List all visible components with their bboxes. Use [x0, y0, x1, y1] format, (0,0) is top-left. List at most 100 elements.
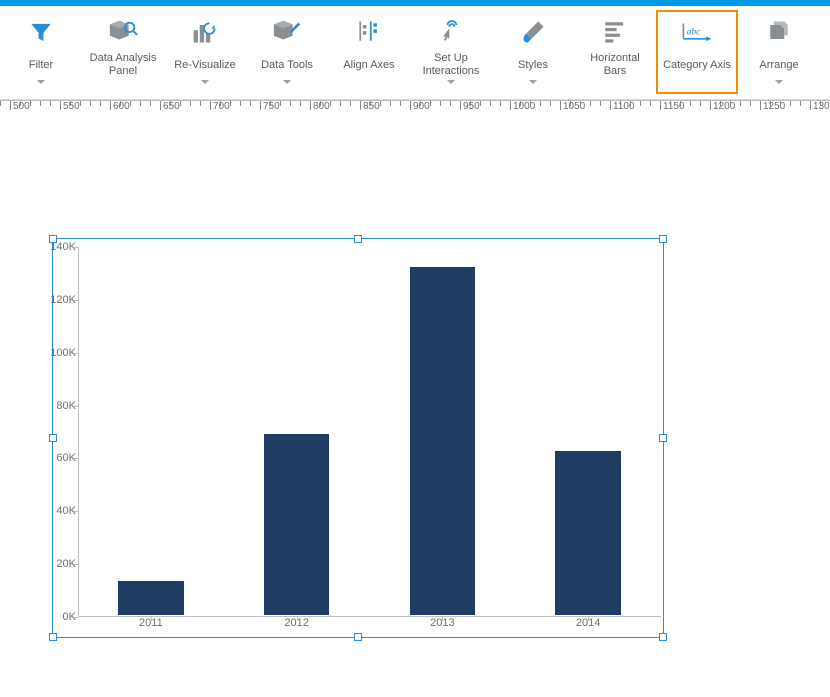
resize-handle-tm[interactable]: [354, 235, 362, 243]
ruler-minor-tick: [780, 101, 781, 106]
bars-refresh-icon: [190, 16, 220, 48]
ruler-minor-tick: [290, 101, 291, 106]
ruler-label: 750: [263, 101, 280, 112]
ruler-major-tick: [410, 101, 411, 110]
align-axes-button[interactable]: Align Axes: [328, 10, 410, 94]
ruler-label: 1100: [613, 101, 635, 112]
ruler-major-tick: [710, 101, 711, 110]
bar-2013[interactable]: [410, 267, 476, 615]
ruler-minor-tick: [600, 101, 601, 106]
y-tick-label: 80K: [56, 400, 78, 412]
ruler-label: 650: [163, 101, 180, 112]
brush-icon: [519, 16, 547, 48]
ruler-label: 800: [313, 101, 330, 112]
interactions-button[interactable]: Set Up Interactions: [410, 10, 492, 94]
ruler-minor-tick: [370, 101, 371, 106]
ruler-minor-tick: [450, 101, 451, 106]
ruler-minor-tick: [350, 101, 351, 106]
ruler-minor-tick: [420, 101, 421, 106]
ruler-minor-tick: [530, 101, 531, 106]
design-canvas[interactable]: 0K20K40K60K80K100K120K140K20112012201320…: [0, 120, 830, 680]
y-axis-line: [78, 247, 79, 617]
dropdown-arrow-icon: [447, 80, 455, 84]
resize-handle-tl[interactable]: [49, 235, 57, 243]
ruler-minor-tick: [740, 101, 741, 106]
ruler-major-tick: [610, 101, 611, 110]
cube-edit-icon: [272, 16, 302, 48]
x-tick-label: 2012: [284, 615, 308, 629]
category-axis-button[interactable]: abc Category Axis: [656, 10, 738, 94]
dropdown-arrow-icon: [201, 80, 209, 84]
resize-handle-tr[interactable]: [659, 235, 667, 243]
ruler-minor-tick: [270, 101, 271, 106]
ruler-minor-tick: [70, 101, 71, 106]
ruler-minor-tick: [540, 101, 541, 106]
y-tick-label: 20K: [56, 558, 78, 570]
resize-handle-mr[interactable]: [659, 434, 667, 442]
resize-handle-bl[interactable]: [49, 633, 57, 641]
ruler-minor-tick: [440, 101, 441, 106]
ruler-minor-tick: [590, 101, 591, 106]
ruler-major-tick: [760, 101, 761, 110]
ruler-major-tick: [210, 101, 211, 110]
ruler-minor-tick: [700, 101, 701, 106]
ruler-minor-tick: [380, 101, 381, 106]
ruler-label: 500: [13, 101, 30, 112]
resize-handle-ml[interactable]: [49, 434, 57, 442]
x-tick-label: 2014: [576, 615, 600, 629]
ruler-minor-tick: [80, 101, 81, 106]
ruler-label: 1150: [663, 101, 685, 112]
hbars-button[interactable]: Horizontal Bars: [574, 10, 656, 94]
filter-button[interactable]: Filter: [0, 10, 82, 94]
bar-2014[interactable]: [555, 451, 621, 615]
ruler-label: 1200: [713, 101, 735, 112]
bar-chart[interactable]: 0K20K40K60K80K100K120K140K20112012201320…: [53, 239, 663, 637]
data-analysis-button[interactable]: Data Analysis Panel: [82, 10, 164, 94]
category-axis-label: Category Axis: [663, 52, 731, 78]
data-tools-button[interactable]: Data Tools: [246, 10, 328, 94]
ribbon-toolbar: Filter Data Analysis Panel Re-Visualize …: [0, 6, 830, 100]
ruler-minor-tick: [220, 101, 221, 106]
filter-label: Filter: [29, 52, 53, 78]
ruler-minor-tick: [820, 101, 821, 106]
ruler-minor-tick: [340, 101, 341, 106]
ruler-minor-tick: [40, 101, 41, 106]
ruler-minor-tick: [200, 101, 201, 106]
ruler-major-tick: [660, 101, 661, 110]
resize-handle-br[interactable]: [659, 633, 667, 641]
chart-plot-area: 0K20K40K60K80K100K120K140K20112012201320…: [78, 247, 659, 615]
hbars-icon: [601, 16, 629, 48]
abc-axis-icon: abc: [680, 16, 714, 48]
y-tick-label: 40K: [56, 505, 78, 517]
x-tick-label: 2013: [430, 615, 454, 629]
ruler-minor-tick: [800, 101, 801, 106]
ruler-minor-tick: [670, 101, 671, 106]
bar-2011[interactable]: [118, 581, 184, 615]
ruler-minor-tick: [580, 101, 581, 106]
styles-button[interactable]: Styles: [492, 10, 574, 94]
chart-selection-frame[interactable]: 0K20K40K60K80K100K120K140K20112012201320…: [52, 238, 664, 638]
ruler-minor-tick: [250, 101, 251, 106]
ruler-minor-tick: [390, 101, 391, 106]
ruler-minor-tick: [170, 101, 171, 106]
ruler-major-tick: [310, 101, 311, 110]
ruler-minor-tick: [140, 101, 141, 106]
ruler-minor-tick: [680, 101, 681, 106]
arrange-button[interactable]: Arrange: [738, 10, 820, 94]
ruler-minor-tick: [650, 101, 651, 106]
ruler-minor-tick: [750, 101, 751, 106]
bar-2012[interactable]: [264, 434, 330, 615]
ruler-minor-tick: [630, 101, 631, 106]
y-tick-label: 120K: [50, 294, 78, 306]
ruler-minor-tick: [100, 101, 101, 106]
resize-handle-bm[interactable]: [354, 633, 362, 641]
ruler-minor-tick: [150, 101, 151, 106]
ruler-minor-tick: [790, 101, 791, 106]
y-tick-label: 0K: [63, 611, 78, 623]
ruler-minor-tick: [190, 101, 191, 106]
ruler-major-tick: [10, 101, 11, 110]
ruler-major-tick: [560, 101, 561, 110]
ruler-minor-tick: [520, 101, 521, 106]
ruler-minor-tick: [330, 101, 331, 106]
revisualize-button[interactable]: Re-Visualize: [164, 10, 246, 94]
